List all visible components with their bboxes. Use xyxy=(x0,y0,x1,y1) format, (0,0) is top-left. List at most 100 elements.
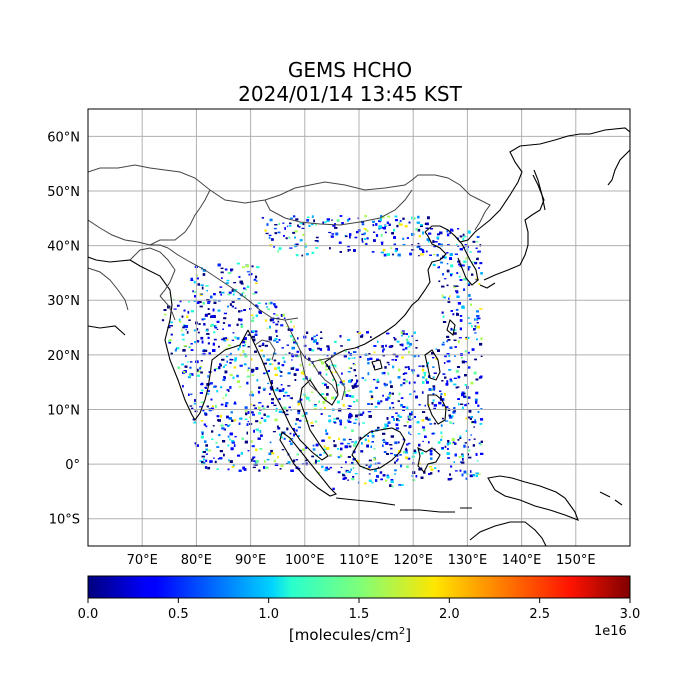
hcho-pixel xyxy=(277,427,281,430)
hcho-pixel xyxy=(205,329,209,332)
hcho-pixel xyxy=(254,461,257,465)
hcho-pixel xyxy=(386,332,390,335)
hcho-pixel xyxy=(408,442,411,445)
hcho-pixel xyxy=(271,402,274,404)
lat-tick-label: 40°N xyxy=(47,240,80,255)
hcho-pixel xyxy=(450,465,453,468)
hcho-pixel xyxy=(406,465,409,468)
hcho-pixel xyxy=(235,289,238,291)
hcho-pixel xyxy=(256,266,260,269)
hcho-pixel xyxy=(321,382,325,385)
hcho-pixel xyxy=(326,355,329,357)
border-thailand-laos xyxy=(299,349,339,396)
hcho-pixel xyxy=(457,260,461,263)
hcho-pixel xyxy=(470,303,472,306)
hcho-pixel xyxy=(307,216,310,218)
hcho-pixel xyxy=(394,454,397,456)
hcho-pixel xyxy=(388,223,391,226)
hcho-pixel xyxy=(473,438,476,440)
hcho-pixel xyxy=(437,233,440,236)
hcho-pixel xyxy=(337,384,340,386)
hcho-pixel xyxy=(396,224,399,228)
hcho-pixel xyxy=(357,217,360,219)
hcho-pixel xyxy=(231,441,235,444)
hcho-pixel xyxy=(205,444,208,447)
hcho-pixel xyxy=(459,435,462,439)
hcho-pixel xyxy=(291,346,295,350)
hcho-pixel xyxy=(217,309,221,312)
hcho-pixel xyxy=(200,336,204,340)
hcho-pixel xyxy=(181,315,184,318)
hcho-pixel xyxy=(313,408,317,410)
hcho-pixel xyxy=(456,272,459,274)
lon-tick-label: 150°E xyxy=(556,553,596,568)
hcho-pixel xyxy=(200,284,204,286)
hcho-pixel xyxy=(384,231,387,234)
lat-tick-label: 20°N xyxy=(47,349,80,364)
hcho-pixel xyxy=(289,432,292,435)
hcho-pixel xyxy=(432,385,436,388)
hcho-pixel xyxy=(292,231,296,234)
hcho-pixel xyxy=(338,241,342,244)
hcho-pixel xyxy=(402,409,405,411)
hcho-pixel xyxy=(383,441,387,443)
hcho-pixel xyxy=(238,422,241,425)
hcho-pixel xyxy=(399,343,403,346)
hcho-pixel xyxy=(474,318,476,321)
hcho-pixel xyxy=(196,328,199,331)
hcho-pixel xyxy=(418,403,421,406)
hcho-pixel xyxy=(341,372,343,375)
hcho-pixel xyxy=(440,424,443,427)
hcho-pixel xyxy=(323,451,326,454)
hcho-pixel xyxy=(454,442,457,445)
hcho-pixel xyxy=(200,360,203,362)
hcho-pixel xyxy=(469,470,472,473)
hcho-pixel xyxy=(273,404,277,407)
hcho-pixel xyxy=(382,444,384,447)
hcho-pixel xyxy=(463,392,466,395)
hcho-pixel xyxy=(231,301,235,303)
hcho-pixel xyxy=(400,404,403,407)
hcho-pixel xyxy=(273,352,277,355)
hcho-pixel xyxy=(444,278,447,280)
hcho-pixel xyxy=(404,225,408,228)
hcho-pixel xyxy=(406,341,410,345)
hcho-pixel xyxy=(329,466,332,469)
hcho-pixel xyxy=(474,332,477,334)
hcho-pixel xyxy=(245,412,248,416)
hcho-pixel xyxy=(369,464,372,467)
coastline-japan-south xyxy=(479,282,496,289)
hcho-pixel xyxy=(470,381,474,385)
hcho-pixel xyxy=(316,342,319,345)
hcho-pixel xyxy=(353,422,357,424)
hcho-pixel xyxy=(354,236,358,239)
hcho-pixel xyxy=(408,351,411,354)
hcho-pixel xyxy=(237,454,241,457)
hcho-pixel xyxy=(296,453,299,456)
hcho-pixel xyxy=(332,224,336,227)
hcho-pixel xyxy=(349,367,353,369)
hcho-pixel xyxy=(214,367,218,370)
hcho-pixel xyxy=(443,362,446,364)
hcho-pixel xyxy=(311,391,314,393)
hcho-pixel xyxy=(408,221,411,224)
hcho-pixel xyxy=(206,333,210,335)
hcho-pixel xyxy=(383,451,387,453)
hcho-pixel xyxy=(343,354,347,358)
hcho-pixel xyxy=(371,251,375,253)
hcho-pixel xyxy=(274,305,276,308)
hcho-pixel xyxy=(382,348,385,351)
hcho-pixel xyxy=(247,369,250,372)
hcho-pixel xyxy=(428,473,431,476)
hcho-pixel xyxy=(219,457,223,460)
hcho-pixel xyxy=(427,216,430,220)
hcho-pixel xyxy=(247,367,250,369)
hcho-pixel xyxy=(207,342,210,345)
hcho-pixel xyxy=(475,247,478,249)
hcho-pixel xyxy=(287,385,291,387)
hcho-pixel xyxy=(216,446,220,448)
hcho-pixel xyxy=(253,429,255,433)
hcho-pixel xyxy=(449,416,453,419)
border-iran xyxy=(88,267,129,311)
hcho-pixel xyxy=(269,318,273,322)
